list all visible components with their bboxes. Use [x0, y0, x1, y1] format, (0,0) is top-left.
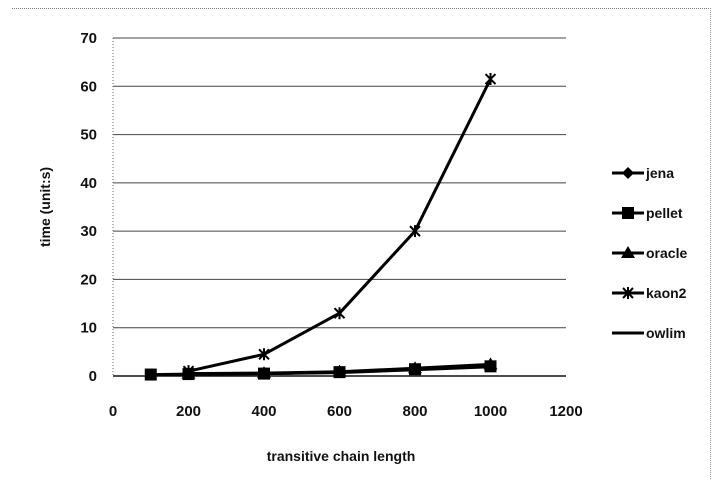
y-tick-labels: 0 10 20 30 40 50 60 70 [80, 30, 97, 385]
y-axis-title: time (unit:s) [37, 167, 53, 247]
y-tick-label-5: 50 [80, 127, 97, 144]
x-tick-label-6: 1200 [549, 403, 582, 420]
x-tick-label-2: 400 [251, 403, 276, 420]
axes [112, 38, 566, 377]
legend-item-pellet: pellet [612, 205, 683, 221]
x-tick-label-4: 800 [402, 403, 427, 420]
x-axis-title: transitive chain length [267, 448, 416, 464]
legend-label-jena: jena [645, 165, 674, 181]
point-kaon2-4 [484, 73, 497, 86]
series-markers [144, 73, 498, 381]
legend-item-kaon2: kaon2 [612, 285, 687, 301]
point-pellet-0 [144, 368, 157, 381]
y-tick-label-2: 20 [80, 271, 97, 288]
legend-marker-kaon2 [622, 287, 634, 299]
legend-item-owlim: owlim [612, 325, 686, 341]
legend-marker-pellet [622, 207, 634, 219]
y-tick-label-1: 10 [80, 320, 97, 337]
series-lines [150, 78, 492, 377]
y-tick-label-3: 30 [80, 223, 97, 240]
x-tick-label-3: 600 [327, 403, 352, 420]
legend-marker-jena [622, 167, 634, 179]
legend-label-pellet: pellet [646, 205, 683, 221]
x-tick-label-0: 0 [109, 403, 117, 420]
point-kaon2-1 [258, 348, 270, 361]
x-tick-label-1: 200 [176, 403, 201, 420]
y-tick-label-7: 70 [80, 30, 97, 47]
y-tick-label-0: 0 [89, 368, 97, 385]
chart-frame [12, 8, 711, 479]
legend-item-oracle: oracle [612, 245, 687, 261]
y-tick-label-6: 60 [80, 78, 97, 95]
legend-label-kaon2: kaon2 [646, 285, 687, 301]
point-kaon2-3 [409, 225, 421, 238]
x-tick-labels: 0 200 400 600 800 1000 1200 [109, 403, 583, 420]
legend-marker-oracle [621, 246, 635, 258]
x-tick-label-5: 1000 [474, 403, 507, 420]
gridlines [113, 37, 566, 329]
legend-label-owlim: owlim [646, 325, 686, 341]
y-tick-label-4: 40 [80, 175, 97, 192]
legend-item-jena: jena [612, 165, 674, 181]
point-kaon2-2 [333, 307, 346, 320]
legend-label-oracle: oracle [646, 245, 687, 261]
legend: jena pellet oracle kaon2 owlim [612, 165, 687, 341]
